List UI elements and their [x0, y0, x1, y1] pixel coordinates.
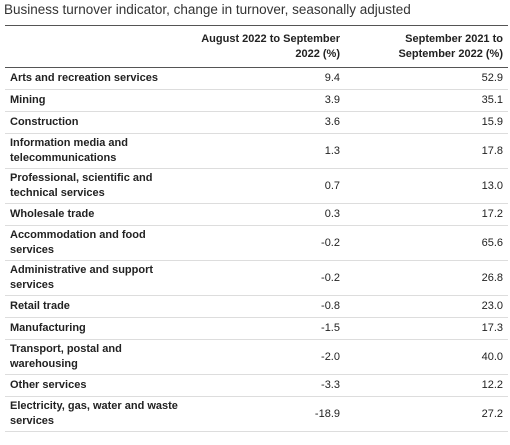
table-row: Electricity, gas, water and waste servic…	[5, 396, 508, 432]
table-title: Business turnover indicator, change in t…	[4, 2, 411, 17]
cell-value: 13.0	[345, 168, 508, 204]
turnover-table: August 2022 to September 2022 (%) Septem…	[5, 25, 508, 432]
cell-value: 17.3	[345, 317, 508, 340]
table-row: Construction 3.6 15.9	[5, 111, 508, 134]
cell-value: -3.3	[195, 374, 345, 397]
cell-value: 17.2	[345, 203, 508, 226]
row-label: Wholesale trade	[5, 203, 195, 226]
cell-value: 35.1	[345, 89, 508, 112]
table-row: Retail trade -0.8 23.0	[5, 295, 508, 318]
row-label: Mining	[5, 89, 195, 112]
table-row: Mining 3.9 35.1	[5, 89, 508, 112]
cell-value: -1.5	[195, 317, 345, 340]
row-label: Retail trade	[5, 295, 195, 318]
cell-value: -0.2	[195, 225, 345, 261]
cell-value: -0.2	[195, 260, 345, 296]
cell-value: 3.6	[195, 111, 345, 134]
cell-value: 15.9	[345, 111, 508, 134]
table-row: Accommodation and food services -0.2 65.6	[5, 225, 508, 261]
cell-value: 0.3	[195, 203, 345, 226]
table-row: Information media and telecommunications…	[5, 133, 508, 169]
header-row: August 2022 to September 2022 (%) Septem…	[5, 25, 508, 68]
table-row: Professional, scientific and technical s…	[5, 168, 508, 204]
cell-value: 26.8	[345, 260, 508, 296]
row-label: Arts and recreation services	[5, 67, 195, 90]
header-blank	[5, 25, 195, 68]
table-row: Administrative and support services -0.2 2…	[5, 260, 508, 296]
table-row: Manufacturing -1.5 17.3	[5, 317, 508, 340]
cell-value: 9.4	[195, 67, 345, 90]
row-label: Construction	[5, 111, 195, 134]
table-body: Arts and recreation services 9.4 52.9 Minin…	[5, 67, 508, 432]
row-label: Accommodation and food services	[5, 225, 195, 261]
column-header: August 2022 to September 2022 (%)	[195, 25, 345, 68]
row-label: Professional, scientific and technical s…	[5, 168, 195, 204]
table-row: Other services -3.3 12.2	[5, 374, 508, 397]
column-header: September 2021 to September 2022 (%)	[345, 25, 508, 68]
cell-value: 0.7	[195, 168, 345, 204]
cell-value: 65.6	[345, 225, 508, 261]
row-label: Manufacturing	[5, 317, 195, 340]
cell-value: 52.9	[345, 67, 508, 90]
cell-value: 3.9	[195, 89, 345, 112]
table-row: Arts and recreation services 9.4 52.9	[5, 67, 508, 90]
row-label: Other services	[5, 374, 195, 397]
cell-value: -18.9	[195, 396, 345, 432]
table-row: Transport, postal and warehousing -2.0 40.…	[5, 339, 508, 375]
table-row: Wholesale trade 0.3 17.2	[5, 203, 508, 226]
cell-value: 12.2	[345, 374, 508, 397]
cell-value: 27.2	[345, 396, 508, 432]
cell-value: 23.0	[345, 295, 508, 318]
row-label: Electricity, gas, water and waste servic…	[5, 396, 195, 432]
cell-value: 1.3	[195, 133, 345, 169]
row-label: Information media and telecommunications	[5, 133, 195, 169]
row-label: Administrative and support services	[5, 260, 195, 296]
row-label: Transport, postal and warehousing	[5, 339, 195, 375]
cell-value: 17.8	[345, 133, 508, 169]
cell-value: -0.8	[195, 295, 345, 318]
cell-value: -2.0	[195, 339, 345, 375]
cell-value: 40.0	[345, 339, 508, 375]
